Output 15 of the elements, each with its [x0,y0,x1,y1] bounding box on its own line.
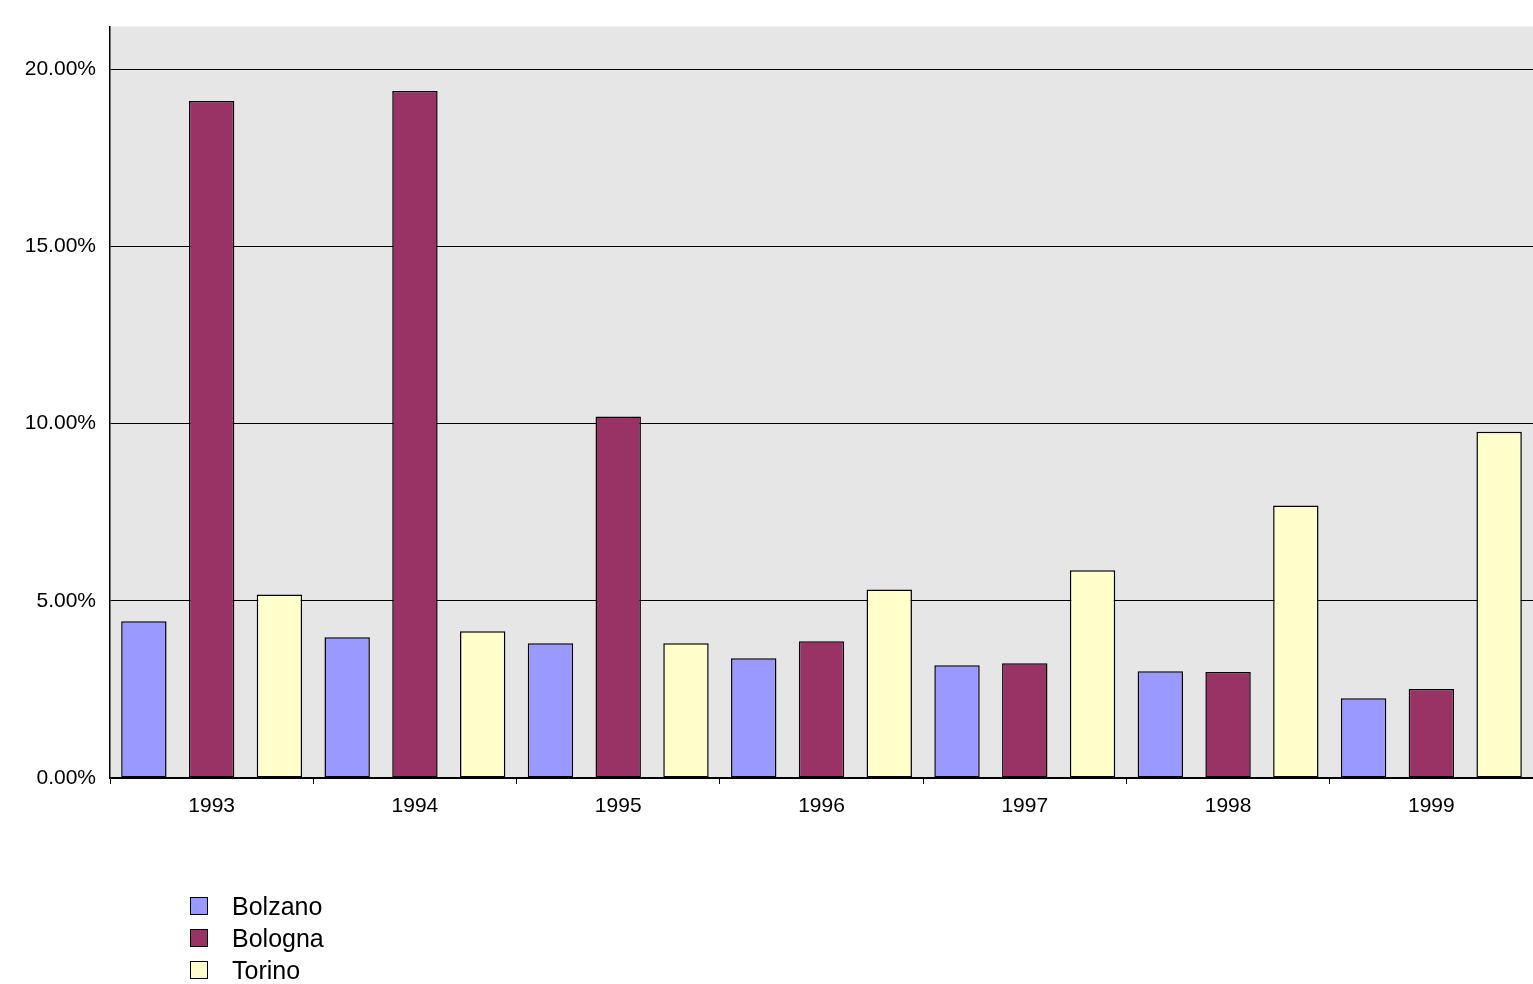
legend-label: Torino [232,955,301,984]
y-tick-label: 10.00% [24,410,96,434]
x-tick-label: 1995 [594,793,642,817]
x-tick-label: 1997 [1001,793,1049,817]
y-tick-label: 15.00% [24,233,96,257]
legend-label: Bolzano [232,891,323,922]
x-tick-label: 1998 [1204,793,1252,817]
legend-label: Bologna [232,923,324,954]
y-tick-label: 5.00% [36,587,96,611]
y-tick-label: 0.00% [36,764,96,788]
x-tick-label: 1994 [391,793,439,817]
x-tick-label: 1999 [1408,793,1455,817]
x-tick-label: 1993 [188,793,235,817]
y-tick-label: 20.00% [24,55,96,79]
x-tick-label: 1996 [798,793,845,817]
